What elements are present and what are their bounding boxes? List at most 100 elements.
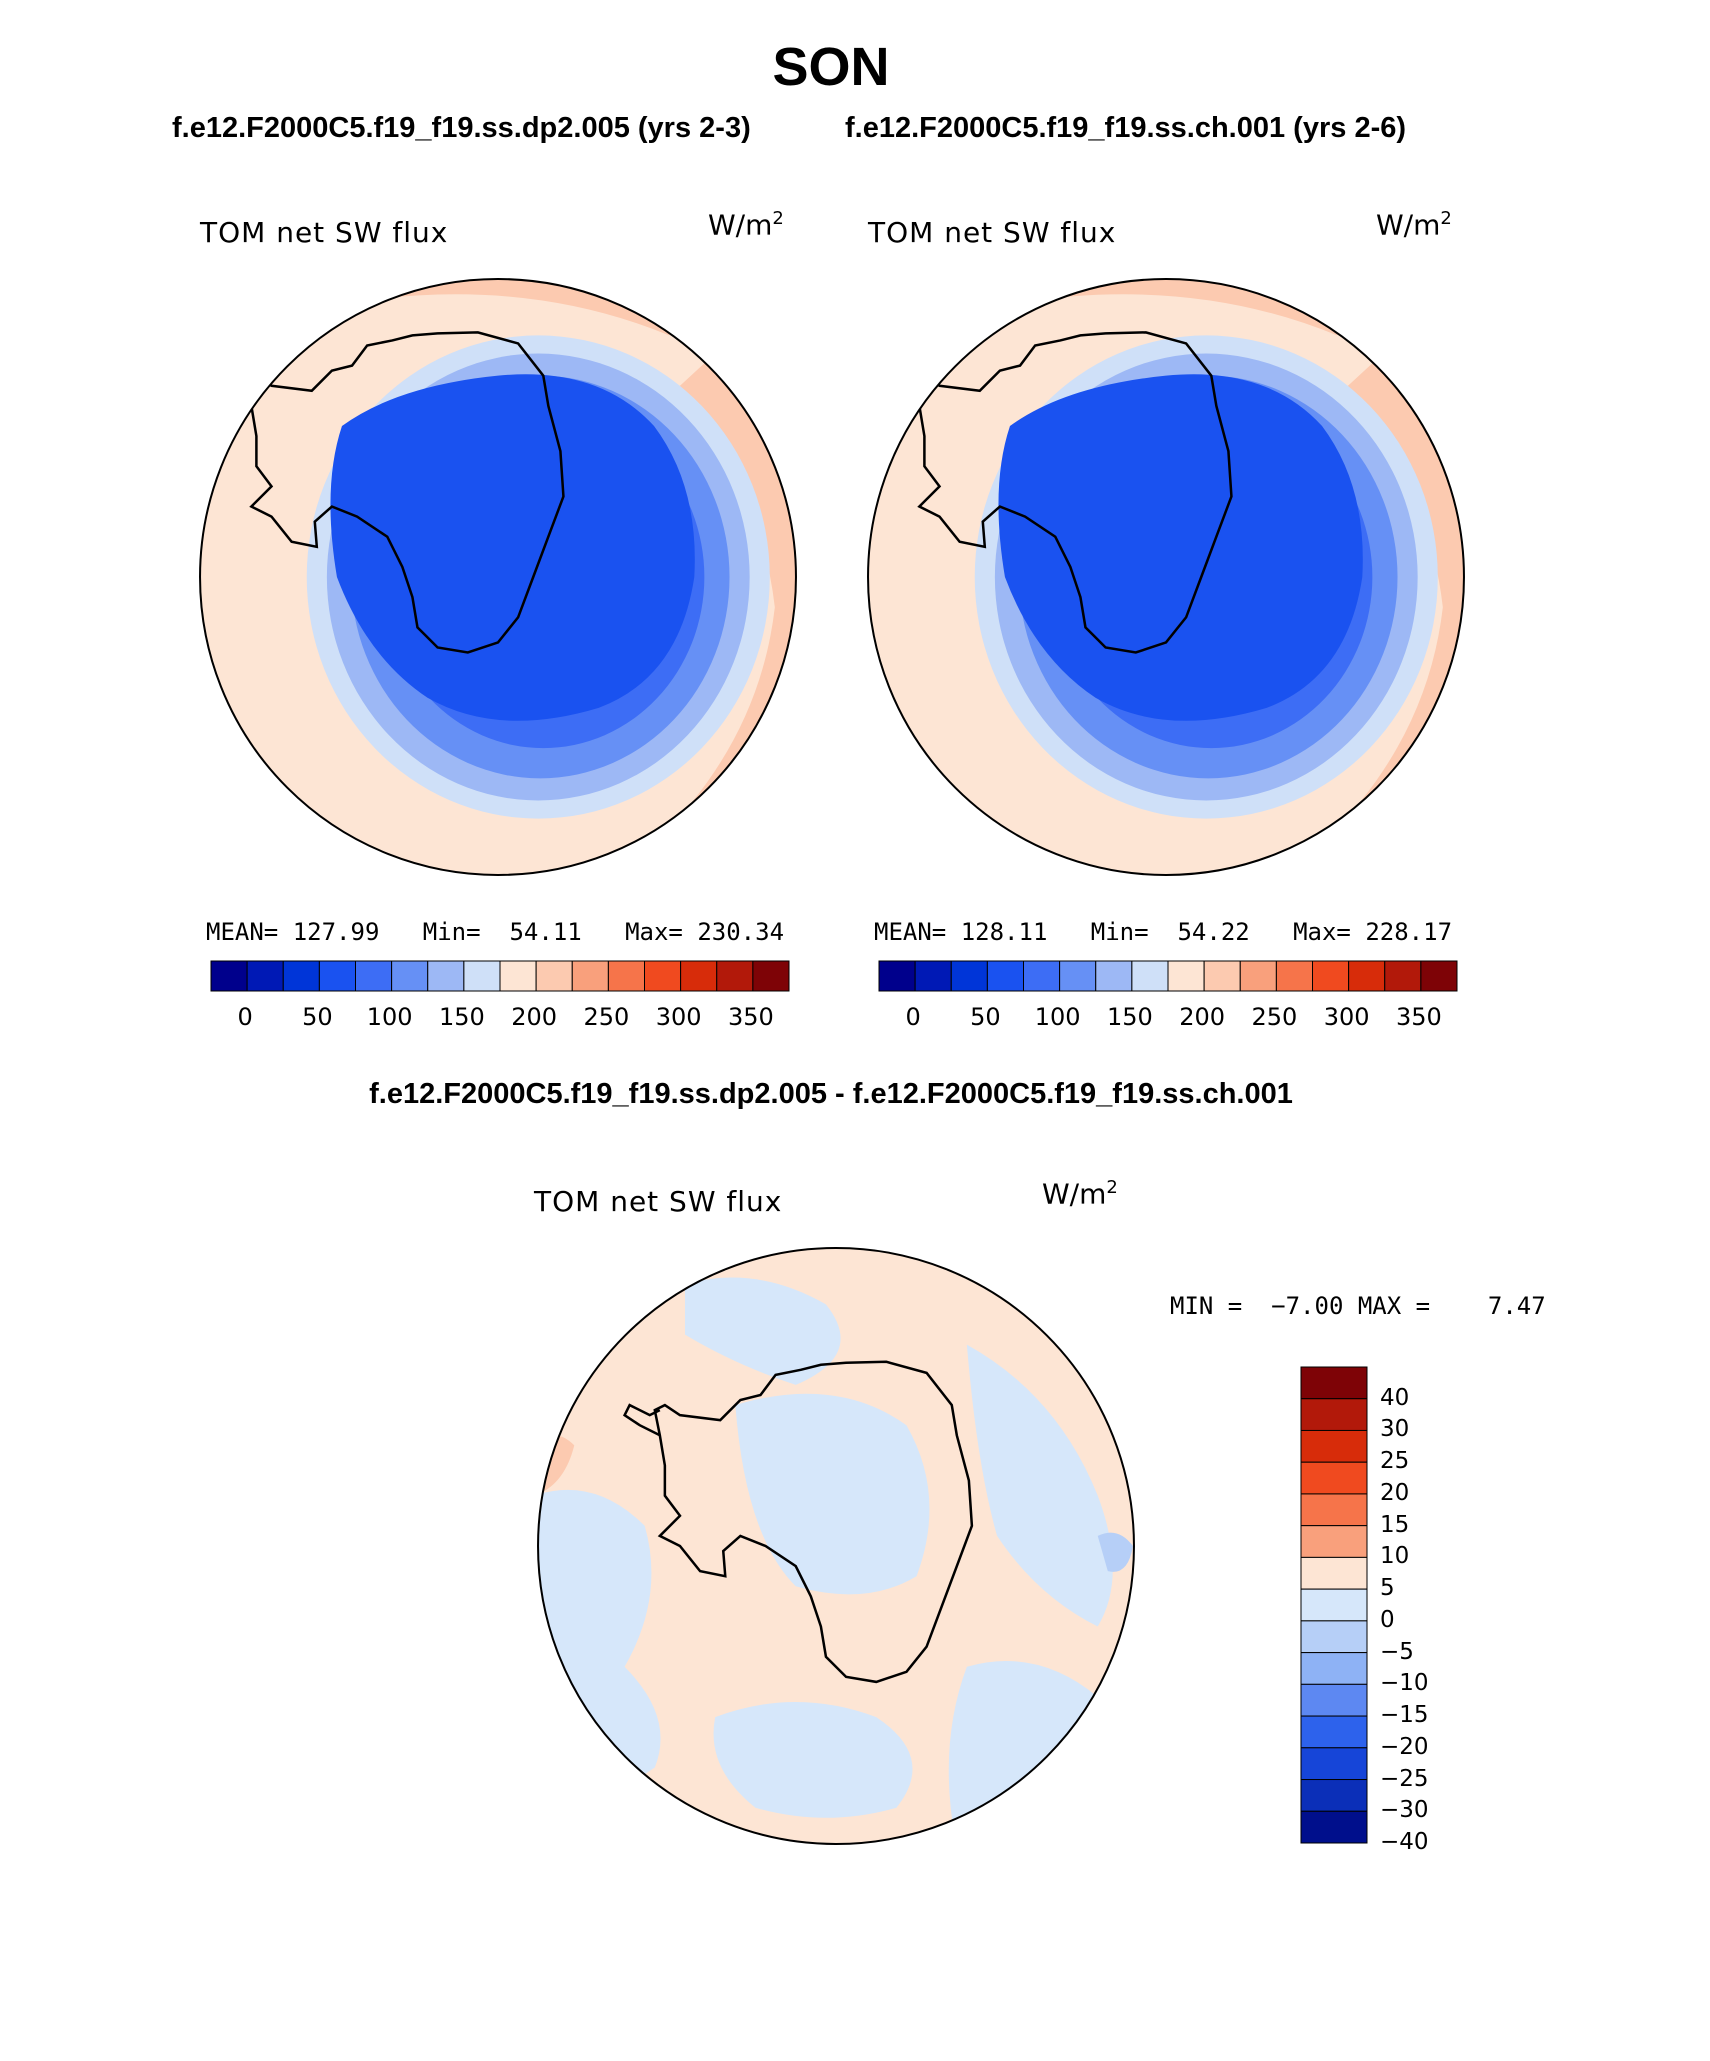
colorbar-swatch xyxy=(1275,960,1313,992)
colorbar-swatch xyxy=(1300,1747,1368,1781)
colorbar-swatch xyxy=(1300,1810,1368,1844)
max-value: 228.17 xyxy=(1365,918,1453,946)
colorbar-swatch xyxy=(1300,1715,1368,1749)
colorbar-tick-label: 350 xyxy=(1395,1003,1442,1031)
colorbar-swatch xyxy=(1300,1461,1368,1495)
colorbar-swatch xyxy=(1300,1493,1368,1527)
colorbar-swatch xyxy=(1300,1398,1368,1431)
min-label: Min= xyxy=(1090,918,1149,946)
right-run-subtitle: f.e12.F2000C5.f19_f19.ss.ch.001 (yrs 2-6… xyxy=(845,112,1407,144)
right-colorbar-swatches xyxy=(878,960,1458,992)
colorbar-tick-label: 5 xyxy=(1380,1575,1395,1602)
right-map-stats: MEAN= 128.11 Min= 54.22 Max= 228.17 xyxy=(874,918,1452,946)
diff-map-units-label: W/m2 xyxy=(1042,1177,1118,1210)
colorbar-tick-label: −20 xyxy=(1380,1733,1429,1760)
colorbar-tick-label: −40 xyxy=(1380,1829,1429,1855)
colorbar-swatch xyxy=(1300,1588,1368,1622)
max-value: 7.47 xyxy=(1487,1292,1546,1320)
colorbar-swatch xyxy=(680,960,718,992)
colorbar-swatch xyxy=(1023,960,1061,992)
left-map-stats: MEAN= 127.99 Min= 54.11 Max= 230.34 xyxy=(206,918,784,946)
colorbar-tick-label: 0 xyxy=(1380,1606,1395,1633)
units-exponent: 2 xyxy=(1106,1177,1118,1198)
right-colorbar: 0 50 100 150 200 250 300 350 xyxy=(878,960,1458,1033)
colorbar-swatch xyxy=(1203,960,1241,992)
colorbar-tick-label: 15 xyxy=(1380,1511,1410,1538)
colorbar-swatch xyxy=(1300,1779,1368,1812)
colorbar-swatch xyxy=(1300,1366,1368,1400)
left-map-variable-label: TOM net SW flux xyxy=(200,216,449,249)
mean-label: MEAN= xyxy=(874,918,947,946)
colorbar-swatch xyxy=(716,960,754,992)
antarctic-peninsula xyxy=(882,373,920,407)
colorbar-swatch xyxy=(1300,1652,1368,1685)
colorbar-tick-label: 150 xyxy=(1106,1003,1153,1031)
colorbar-tick-label: 150 xyxy=(438,1003,485,1031)
colorbar-tick-label: 100 xyxy=(1034,1003,1081,1031)
colorbar-swatch xyxy=(986,960,1024,992)
contour-below-60 xyxy=(330,374,695,721)
colorbar-swatch xyxy=(607,960,645,992)
min-value: 54.11 xyxy=(509,918,582,946)
colorbar-swatch xyxy=(1239,960,1277,992)
colorbar-swatch xyxy=(1167,960,1205,992)
colorbar-swatch xyxy=(282,960,320,992)
colorbar-swatch xyxy=(463,960,501,992)
diff-map-variable-label: TOM net SW flux xyxy=(534,1185,783,1218)
mean-label: MEAN= xyxy=(206,918,279,946)
map-boundary xyxy=(199,278,797,876)
colorbar-swatch xyxy=(1300,1556,1368,1590)
colorbar-swatch xyxy=(355,960,393,992)
colorbar-swatch xyxy=(318,960,356,992)
colorbar-tick-label: 200 xyxy=(1179,1003,1226,1031)
left-colorbar: 0 50 100 150 200 250 300 350 xyxy=(210,960,790,1033)
colorbar-tick-label: −25 xyxy=(1380,1765,1429,1792)
colorbar-tick-label: 25 xyxy=(1380,1448,1410,1475)
difference-polar-map xyxy=(537,1247,1135,1845)
antarctic-peninsula xyxy=(214,373,252,407)
colorbar-tick-label: 250 xyxy=(583,1003,630,1031)
units-exponent: 2 xyxy=(1440,208,1452,229)
right-polar-map xyxy=(867,278,1465,876)
difference-colorbar: 40 30 25 20 15 10 5 0 −5 −10 −15 −20 −25 −30 −40 xyxy=(1300,1366,1440,1855)
difference-colorbar-labels: 40 30 25 20 15 10 5 0 −5 −10 −15 −20 −25 −30 −40 xyxy=(1380,1366,1440,1855)
min-label: MIN = xyxy=(1170,1292,1243,1320)
colorbar-swatch xyxy=(1420,960,1458,992)
colorbar-swatch xyxy=(1348,960,1386,992)
left-colorbar-swatches xyxy=(210,960,790,992)
colorbar-swatch xyxy=(914,960,952,992)
colorbar-swatch xyxy=(1059,960,1097,992)
colorbar-tick-label: 50 xyxy=(970,1003,1001,1031)
map-boundary xyxy=(537,1247,1135,1845)
colorbar-tick-label: 30 xyxy=(1380,1416,1410,1443)
colorbar-tick-label: 250 xyxy=(1251,1003,1298,1031)
colorbar-tick-label: −15 xyxy=(1380,1702,1429,1729)
colorbar-tick-label: −10 xyxy=(1380,1670,1429,1697)
colorbar-tick-label: 20 xyxy=(1380,1479,1410,1506)
units-base: W/m xyxy=(1376,208,1441,242)
colorbar-swatch xyxy=(571,960,609,992)
colorbar-swatch xyxy=(1312,960,1350,992)
colorbar-tick-label: 350 xyxy=(727,1003,774,1031)
negative-anomaly-east xyxy=(966,1344,1113,1627)
colorbar-swatch xyxy=(210,960,248,992)
colorbar-tick-label: 50 xyxy=(302,1003,333,1031)
right-colorbar-labels: 0 50 100 150 200 250 300 350 xyxy=(878,999,1458,1033)
difference-colorbar-swatches xyxy=(1300,1366,1368,1844)
colorbar-swatch xyxy=(1300,1620,1368,1654)
right-map-variable-label: TOM net SW flux xyxy=(868,216,1117,249)
colorbar-swatch xyxy=(950,960,988,992)
units-exponent: 2 xyxy=(772,208,784,229)
map-boundary xyxy=(867,278,1465,876)
colorbar-tick-label: −30 xyxy=(1380,1797,1429,1824)
diff-map-stats: MIN = −7.00 MAX = 7.47 xyxy=(1170,1292,1546,1320)
min-value: 54.22 xyxy=(1177,918,1250,946)
max-value: 230.34 xyxy=(697,918,785,946)
colorbar-tick-label: 300 xyxy=(655,1003,702,1031)
units-base: W/m xyxy=(1042,1177,1107,1211)
max-label: MAX = xyxy=(1357,1292,1431,1320)
page-title: SON xyxy=(772,37,890,97)
colorbar-swatch xyxy=(644,960,682,992)
colorbar-swatch xyxy=(1300,1525,1368,1558)
colorbar-swatch xyxy=(752,960,790,992)
